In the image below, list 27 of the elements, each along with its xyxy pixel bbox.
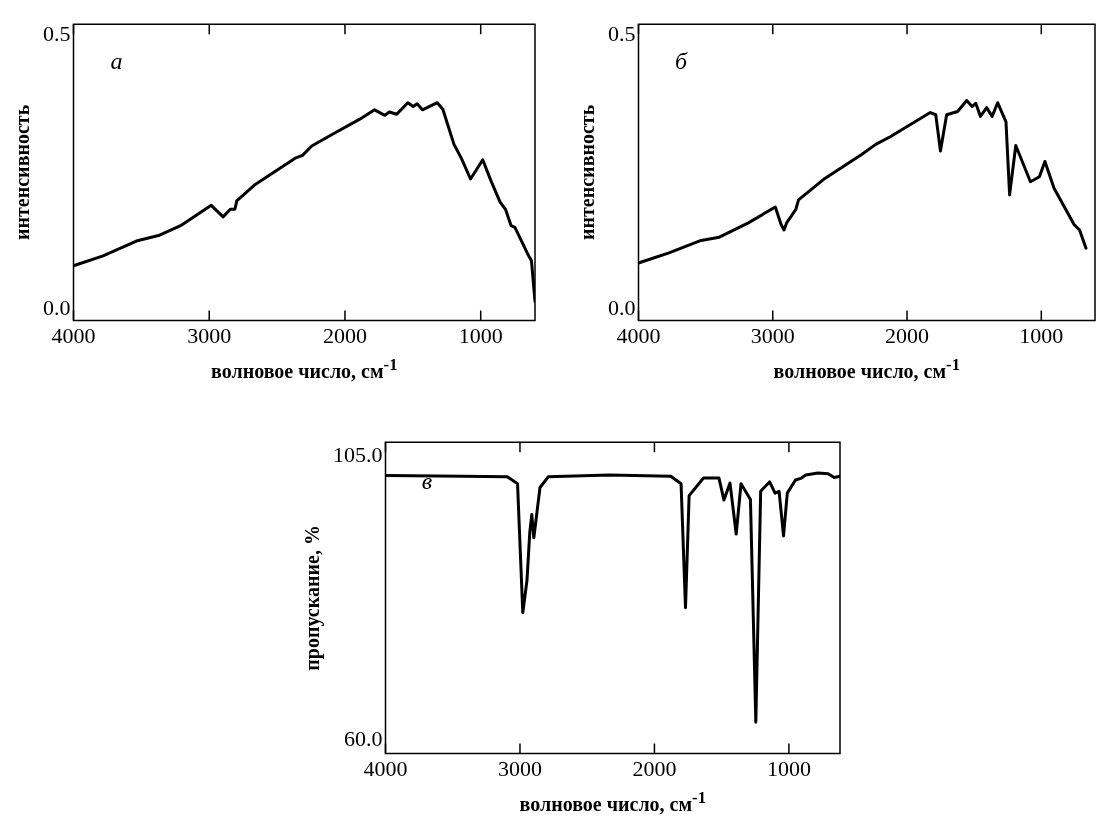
y-tick-label: 0.0 — [608, 295, 636, 321]
x-tick-label: 3000 — [497, 755, 542, 781]
x-tick-label: 2000 — [322, 322, 367, 348]
y-axis-title: интенсивность — [576, 104, 599, 241]
x-tick-label: 2000 — [632, 755, 677, 781]
y-tick-label: 105.0 — [333, 442, 383, 468]
x-axis-title: волновое число, см$^{-1}$ — [772, 355, 961, 383]
y-tick-label: 60.0 — [344, 725, 383, 751]
x-axis-title: волновое число, см$^{-1}$ — [518, 788, 707, 816]
y-tick-label: 0.5 — [43, 20, 71, 46]
x-tick-label: 1000 — [1019, 322, 1064, 348]
x-tick-label: 4000 — [616, 322, 661, 348]
x-tick-label: 4000 — [51, 322, 96, 348]
x-tick-label: 2000 — [885, 322, 930, 348]
y-tick-label: 0.5 — [608, 20, 636, 46]
y-axis-title: пропускание, % — [301, 525, 325, 671]
annotation: б — [675, 47, 689, 74]
annotation: а — [110, 47, 123, 74]
x-tick-label: 1000 — [766, 755, 811, 781]
y-axis-title: интенсивность — [11, 104, 34, 241]
annotation: в — [421, 467, 433, 494]
x-tick-label: 4000 — [363, 755, 408, 781]
y-tick-label: 0.0 — [43, 295, 71, 321]
x-tick-label: 3000 — [187, 322, 232, 348]
x-tick-label: 3000 — [750, 322, 795, 348]
x-axis-title: волновое число, см$^{-1}$ — [210, 355, 399, 383]
x-tick-label: 1000 — [458, 322, 503, 348]
